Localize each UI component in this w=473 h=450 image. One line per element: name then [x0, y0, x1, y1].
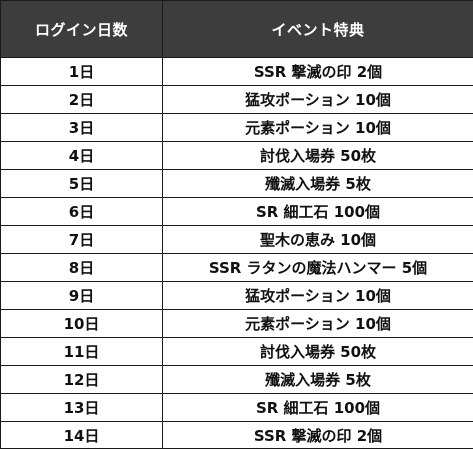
table-row: 10日 元素ポーション 10個 — [0, 309, 473, 338]
cell-day: 2日 — [0, 85, 163, 114]
cell-day: 4日 — [0, 141, 163, 170]
cell-reward: SSR 撃滅の印 2個 — [162, 421, 473, 449]
table-row: 12日 殲滅入場券 5枚 — [0, 365, 473, 394]
cell-reward: 殲滅入場券 5枚 — [162, 365, 473, 394]
table-row: 13日 SR 細工石 100個 — [0, 393, 473, 422]
cell-day: 12日 — [0, 365, 163, 394]
cell-day: 3日 — [0, 113, 163, 142]
table-row: 9日 猛攻ポーション 10個 — [0, 281, 473, 310]
cell-day: 13日 — [0, 393, 163, 422]
header-event-reward: イベント特典 — [162, 0, 473, 58]
table-row: 4日 討伐入場券 50枚 — [0, 141, 473, 170]
cell-day: 7日 — [0, 225, 163, 254]
cell-day: 8日 — [0, 253, 163, 282]
cell-reward: SSR ラタンの魔法ハンマー 5個 — [162, 253, 473, 282]
cell-reward: 聖木の恵み 10個 — [162, 225, 473, 254]
cell-reward: 猛攻ポーション 10個 — [162, 85, 473, 114]
cell-reward: SR 細工石 100個 — [162, 197, 473, 226]
cell-reward: 討伐入場券 50枚 — [162, 337, 473, 366]
cell-reward: 猛攻ポーション 10個 — [162, 281, 473, 310]
header-login-days: ログイン日数 — [0, 0, 163, 58]
table-row: 14日 SSR 撃滅の印 2個 — [0, 421, 473, 449]
table-row: 1日 SSR 撃滅の印 2個 — [0, 57, 473, 86]
cell-reward: 殲滅入場券 5枚 — [162, 169, 473, 198]
cell-reward: SR 細工石 100個 — [162, 393, 473, 422]
table-row: 8日 SSR ラタンの魔法ハンマー 5個 — [0, 253, 473, 282]
table-row: 6日 SR 細工石 100個 — [0, 197, 473, 226]
cell-reward: SSR 撃滅の印 2個 — [162, 57, 473, 86]
table-row: 5日 殲滅入場券 5枚 — [0, 169, 473, 198]
table-header-row: ログイン日数 イベント特典 — [0, 0, 473, 58]
cell-day: 9日 — [0, 281, 163, 310]
cell-reward: 元素ポーション 10個 — [162, 309, 473, 338]
table-row: 7日 聖木の恵み 10個 — [0, 225, 473, 254]
cell-day: 6日 — [0, 197, 163, 226]
table-row: 2日 猛攻ポーション 10個 — [0, 85, 473, 114]
table-row: 11日 討伐入場券 50枚 — [0, 337, 473, 366]
cell-reward: 討伐入場券 50枚 — [162, 141, 473, 170]
cell-reward: 元素ポーション 10個 — [162, 113, 473, 142]
cell-day: 1日 — [0, 57, 163, 86]
cell-day: 11日 — [0, 337, 163, 366]
cell-day: 14日 — [0, 421, 163, 449]
cell-day: 10日 — [0, 309, 163, 338]
cell-day: 5日 — [0, 169, 163, 198]
table-row: 3日 元素ポーション 10個 — [0, 113, 473, 142]
